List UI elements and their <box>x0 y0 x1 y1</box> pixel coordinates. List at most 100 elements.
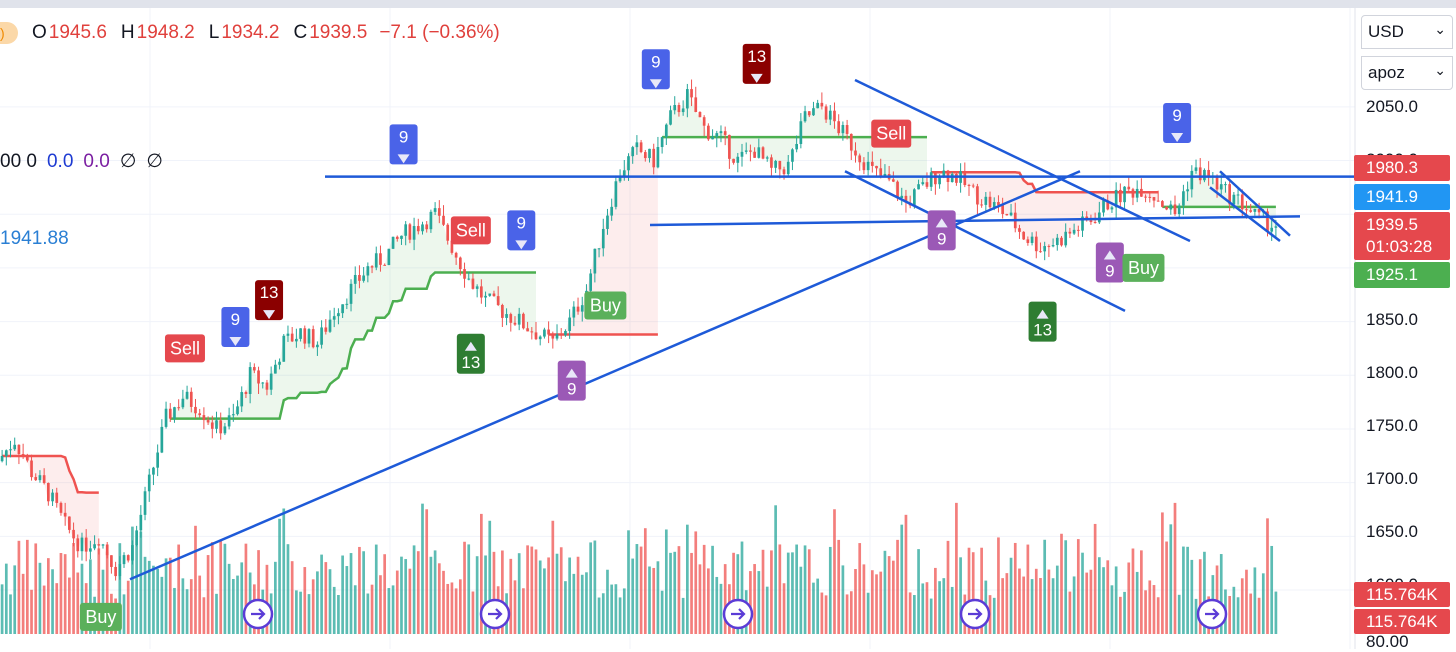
candle-body <box>152 467 155 475</box>
currency-select[interactable]: USD ⌄ <box>1361 15 1453 49</box>
candle-body <box>753 151 756 158</box>
candle-body <box>34 477 38 481</box>
arrow-up-icon <box>1036 309 1049 319</box>
arrow-down-icon <box>750 73 763 83</box>
volume-bar <box>967 547 971 634</box>
candle-body <box>63 512 67 517</box>
candle-body <box>416 226 420 232</box>
candle-body <box>875 165 878 169</box>
volume-bar <box>757 571 761 634</box>
volume-bar <box>896 539 899 634</box>
volume-bar <box>980 547 983 634</box>
volume-bar <box>681 597 685 634</box>
candle-body <box>160 426 164 453</box>
candle-body <box>601 228 605 249</box>
chart-grid <box>0 8 1355 649</box>
candle-body <box>1018 228 1021 232</box>
candle-body <box>711 136 714 140</box>
volume-bar <box>925 582 929 634</box>
volume-bar <box>341 555 344 634</box>
signal-badge <box>584 291 627 320</box>
candle-body <box>1097 212 1101 223</box>
candle-body <box>572 306 576 318</box>
signal-label: 9 <box>937 229 946 248</box>
candle-body <box>4 450 8 456</box>
candle-body <box>47 482 50 502</box>
candle-body <box>509 314 513 323</box>
candle-body <box>723 131 727 135</box>
candle-body <box>1177 205 1181 215</box>
signal-markers: Sell Buy 9 13 9 9 13 Sell 9 Buy 9 13 Sell 9 13 9 Buy 9 <box>79 43 1228 631</box>
candle-body <box>496 296 500 305</box>
candle-body <box>1257 208 1261 213</box>
replay-icon-arrow <box>251 608 266 620</box>
replay-icon-arrow <box>731 608 746 620</box>
volume-bar <box>1030 579 1034 634</box>
candle-body <box>391 236 395 249</box>
candle-body <box>559 334 563 336</box>
candle-body <box>1127 186 1131 190</box>
volume-bar <box>51 569 54 634</box>
volume-bar <box>887 556 891 634</box>
signal-badge <box>871 119 912 148</box>
volume-bar <box>807 549 811 634</box>
candle-body <box>702 117 706 126</box>
candle-body <box>311 329 315 348</box>
volume-bar <box>677 546 681 634</box>
volume-bar <box>9 594 12 634</box>
volume-bar <box>4 563 8 634</box>
candle-body <box>223 426 227 434</box>
candle-body <box>278 361 281 365</box>
candle-body <box>429 211 433 230</box>
candle-body <box>1106 200 1110 210</box>
volume-bar <box>68 577 71 634</box>
candle-body <box>269 373 273 390</box>
volume-bar <box>522 588 525 634</box>
candle-body <box>971 185 975 187</box>
signal-label: 9 <box>399 127 408 146</box>
volume-bar <box>219 541 223 634</box>
legend-badge-icon[interactable]: ) <box>0 22 18 44</box>
volume-bar <box>484 555 487 634</box>
trend-lines <box>129 78 1355 581</box>
candle-body <box>526 328 529 332</box>
volume-bar <box>1076 539 1080 634</box>
candle-body <box>580 305 584 312</box>
candle-body <box>484 295 487 298</box>
candle-body <box>1093 222 1097 224</box>
candle-body <box>980 204 983 206</box>
volume-bar <box>1182 546 1185 634</box>
candle-body <box>854 150 857 156</box>
candle-body <box>833 110 836 122</box>
volume-bar <box>913 595 916 634</box>
candle-body <box>303 328 307 344</box>
source-select[interactable]: apoz ⌄ <box>1361 56 1453 90</box>
signal-badge <box>557 360 586 401</box>
volume-bar <box>194 525 197 634</box>
candle-body <box>1135 188 1139 198</box>
candle-body <box>97 544 101 546</box>
volume-bar <box>1018 568 1021 634</box>
volume-bar <box>1119 596 1122 634</box>
volume-bar <box>656 561 660 634</box>
band-fill <box>931 170 1159 252</box>
volume-bar <box>1093 523 1097 634</box>
candle-body <box>652 148 656 168</box>
blue-line-tag: 1941.9 <box>1354 184 1450 210</box>
volume-bar <box>101 569 105 634</box>
candle-body <box>555 334 559 339</box>
volume-bar <box>240 562 244 634</box>
volume-bar <box>76 572 80 634</box>
axis-label-1750: 1750.0 <box>1366 416 1418 435</box>
candle-body <box>858 155 862 163</box>
candle-body <box>147 474 151 492</box>
signal-badge <box>79 602 122 631</box>
volume-bar <box>126 580 130 634</box>
candle-body <box>1119 189 1122 203</box>
candle-body <box>475 286 479 289</box>
candle-body <box>786 161 790 175</box>
volume-bar <box>1165 541 1168 634</box>
volume-bar <box>660 590 664 634</box>
volume-bar <box>547 557 550 634</box>
